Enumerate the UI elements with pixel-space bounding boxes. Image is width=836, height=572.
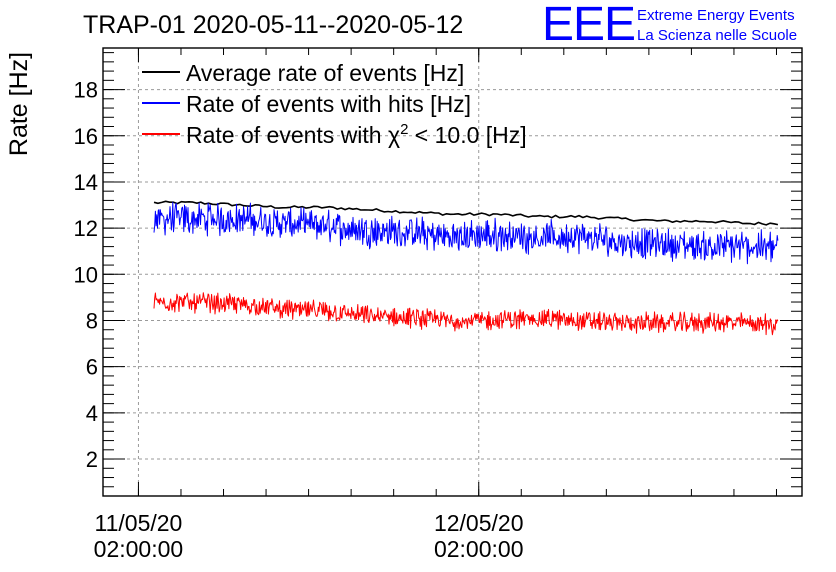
y-tick-label: 14 bbox=[74, 170, 98, 195]
legend-average-label: Average rate of events [Hz] bbox=[186, 60, 464, 86]
y-tick-label: 18 bbox=[74, 78, 98, 103]
y-tick-label: 6 bbox=[86, 355, 98, 380]
chart-title: TRAP-01 2020-05-11--2020-05-12 bbox=[83, 11, 463, 39]
series-line-0 bbox=[153, 200, 779, 226]
legend: Average rate of events [Hz] Rate of even… bbox=[142, 60, 527, 148]
plot-frame bbox=[102, 47, 803, 497]
x-tick-label-time: 02:00:00 bbox=[434, 536, 524, 562]
axes: 2468101214161811/05/2002:00:0012/05/2002… bbox=[74, 47, 803, 562]
eee-logo-mark: EEE bbox=[542, 0, 635, 51]
x-tick-label-date: 12/05/20 bbox=[434, 510, 524, 536]
y-tick-label: 4 bbox=[86, 401, 98, 426]
series-line-1 bbox=[153, 201, 779, 265]
series-layer bbox=[153, 200, 779, 336]
y-tick-label: 2 bbox=[86, 447, 98, 472]
eee-logo-line1: Extreme Energy Events bbox=[637, 7, 795, 24]
x-tick-label-date: 11/05/20 bbox=[95, 510, 183, 536]
y-tick-label: 10 bbox=[74, 262, 98, 287]
x-tick-label-time: 02:00:00 bbox=[94, 536, 184, 562]
y-tick-label: 12 bbox=[74, 216, 98, 241]
legend-chi2-label: Rate of events with χ2 < 10.0 [Hz] bbox=[186, 121, 527, 148]
eee-logo-line2: La Scienza nelle Scuole bbox=[637, 27, 797, 44]
y-tick-label: 8 bbox=[86, 308, 98, 333]
eee-logo: EEE Extreme Energy Events La Scienza nel… bbox=[542, 0, 797, 51]
series-line-2 bbox=[153, 292, 779, 336]
y-axis-label: Rate [Hz] bbox=[5, 52, 33, 156]
y-tick-label: 16 bbox=[74, 124, 98, 149]
legend-hits-label: Rate of events with hits [Hz] bbox=[186, 91, 471, 117]
